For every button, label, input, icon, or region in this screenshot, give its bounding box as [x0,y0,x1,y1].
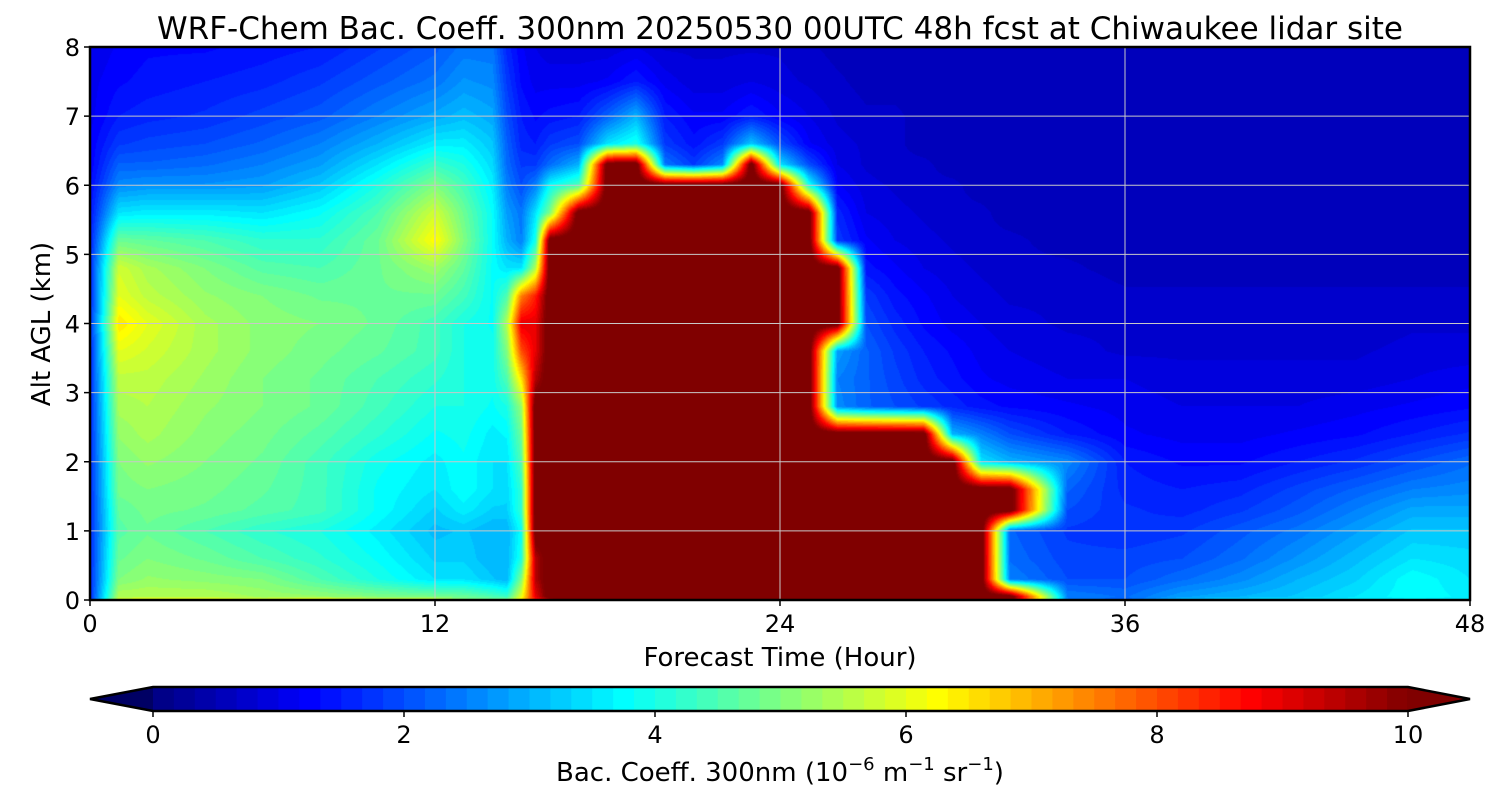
colorbar-tick-label: 2 [396,721,411,749]
colorbar-tick-label: 4 [647,721,662,749]
colorbar-segment [1240,687,1263,711]
colorbar-segment [759,687,782,711]
colorbar-segment [1219,687,1242,711]
colorbar-segment [1094,687,1116,711]
colorbar-segment [926,687,949,711]
colorbar-segment [738,687,761,711]
colorbar-segment [571,687,593,711]
colorbar-segment [1282,687,1305,711]
colorbar-label-exp3: −1 [967,754,994,775]
colorbar-segment [404,687,426,711]
colorbar-segment [655,687,677,711]
colorbar-segment [989,687,1012,711]
chart-title: WRF-Chem Bac. Coeff. 300nm 20250530 00UT… [157,11,1403,47]
colorbar-segment [508,687,531,711]
colorbar-segment [299,687,321,711]
colorbar-tick-label: 10 [1393,721,1424,749]
colorbar-segment [822,687,844,711]
colorbar-segment [1136,687,1158,711]
colorbar-segment [885,687,907,711]
colorbar-segment [1366,687,1388,711]
colorbar-segment [550,687,572,711]
colorbar-segment [1157,687,1179,711]
y-axis-label: Alt AGL (km) [27,242,57,406]
colorbar-segment [173,687,196,711]
y-tick-label: 0 [65,587,80,615]
colorbar-segment [1010,687,1033,711]
colorbar-segment [215,687,238,711]
colorbar-segment [1198,687,1221,711]
colorbar-segment [278,687,301,711]
colorbar-label-mid2: sr [935,758,968,788]
colorbar-segment [341,687,363,711]
colorbar-segment [236,687,259,711]
colorbar-label: Bac. Coeff. 300nm (10−6 m−1 sr−1) [556,754,1004,788]
colorbar-segment [466,687,489,711]
colorbar-label-exp1: −6 [848,754,875,775]
colorbar-segment [613,687,635,711]
colorbar-tick-label: 6 [898,721,913,749]
colorbar-segment [968,687,991,711]
colorbar-segment [906,687,928,711]
x-tick-label: 12 [420,610,451,638]
y-tick-label: 6 [65,172,80,200]
colorbar-segment [947,687,970,711]
colorbar-segment [383,687,405,711]
colorbar-segment [675,687,698,711]
colorbar-tick-label: 0 [145,721,160,749]
colorbar [89,685,1471,713]
colorbar-over-extension [1407,687,1470,711]
colorbar-segment [445,687,468,711]
colorbar-segment [1031,687,1054,711]
colorbar-segment [1324,687,1346,711]
colorbar-segment [257,687,280,711]
colorbar-segment [634,687,656,711]
x-tick-label: 0 [82,610,97,638]
x-tick-label: 48 [1455,610,1486,638]
x-axis-ticks: 0 12 24 36 48 [82,600,1485,638]
y-tick-label: 1 [65,518,80,546]
y-axis-ticks: 0 1 2 3 4 5 6 7 8 [65,34,90,615]
colorbar-segment [424,687,447,711]
y-tick-label: 3 [65,380,80,408]
colorbar-segment [1387,687,1409,711]
y-tick-label: 8 [65,34,80,62]
colorbar-segment [194,687,217,711]
colorbar-segment [801,687,823,711]
colorbar-label-end: ) [994,758,1004,788]
colorbar-label-main: Bac. Coeff. 300nm (10 [556,758,848,788]
y-tick-label: 7 [65,103,80,131]
colorbar-segment [592,687,614,711]
colorbar-segment [362,687,384,711]
colorbar-ticks: 0 2 4 6 8 10 [145,711,1423,749]
colorbar-segment [320,687,342,711]
y-tick-label: 2 [65,449,80,477]
colorbar-segment [1303,687,1325,711]
colorbar-segment [696,687,719,711]
x-axis-label: Forecast Time (Hour) [643,643,916,673]
colorbar-under-extension [90,687,154,711]
colorbar-segment [529,687,552,711]
colorbar-tick-label: 8 [1149,721,1164,749]
x-tick-label: 36 [1110,610,1141,638]
y-tick-label: 4 [65,311,80,339]
x-tick-label: 24 [765,610,796,638]
colorbar-segment [1177,687,1200,711]
colorbar-segment [153,687,175,711]
colorbar-segment [843,687,865,711]
colorbar-label-exp2: −1 [908,754,935,775]
colorbar-segment [864,687,886,711]
colorbar-label-mid: m [875,758,909,788]
colorbar-segment [1052,687,1074,711]
colorbar-segment [487,687,510,711]
colorbar-segment [780,687,803,711]
colorbar-segment [1345,687,1367,711]
colorbar-segment [1073,687,1095,711]
colorbar-segment [1115,687,1137,711]
colorbar-segment [717,687,740,711]
colorbar-segment [1261,687,1284,711]
y-tick-label: 5 [65,241,80,269]
